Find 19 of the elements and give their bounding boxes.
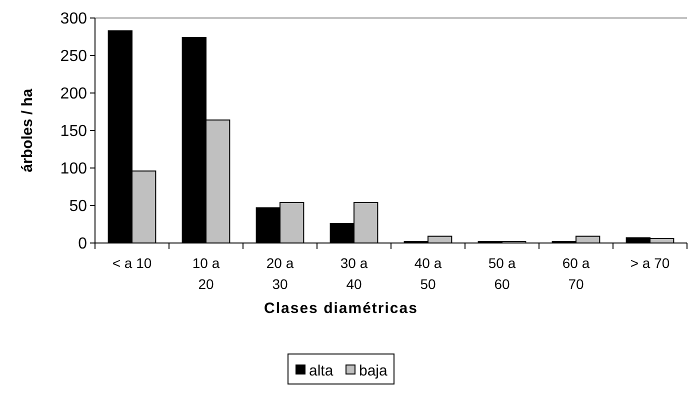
x-axis-title: Clases diamétricas — [264, 300, 418, 317]
x-tick-label: < a 10 — [112, 255, 152, 271]
x-tick-label: 50 a 60 — [488, 255, 516, 292]
x-tick-label: > a 70 — [630, 255, 670, 271]
y-tick-label: 150 — [60, 123, 88, 140]
x-tick-label: 30 a 40 — [340, 255, 368, 292]
y-tick-label: 200 — [60, 86, 88, 103]
y-tick-label: 300 — [60, 10, 88, 28]
y-tick-label: 50 — [69, 198, 88, 216]
y-tick-label: 100 — [60, 160, 88, 178]
x-tick-label: 40 a 50 — [414, 255, 442, 292]
x-tick-label: 60 a 70 — [562, 255, 590, 292]
x-tick-label: 10 a 20 — [192, 255, 220, 292]
y-axis-title: árboles / ha — [19, 88, 36, 172]
y-tick-label: 250 — [60, 48, 88, 66]
x-tick-label: 20 a 30 — [266, 255, 294, 292]
legend-label: alta — [309, 362, 334, 380]
y-tick-label: 0 — [78, 236, 88, 253]
legend-label: baja — [359, 362, 388, 380]
